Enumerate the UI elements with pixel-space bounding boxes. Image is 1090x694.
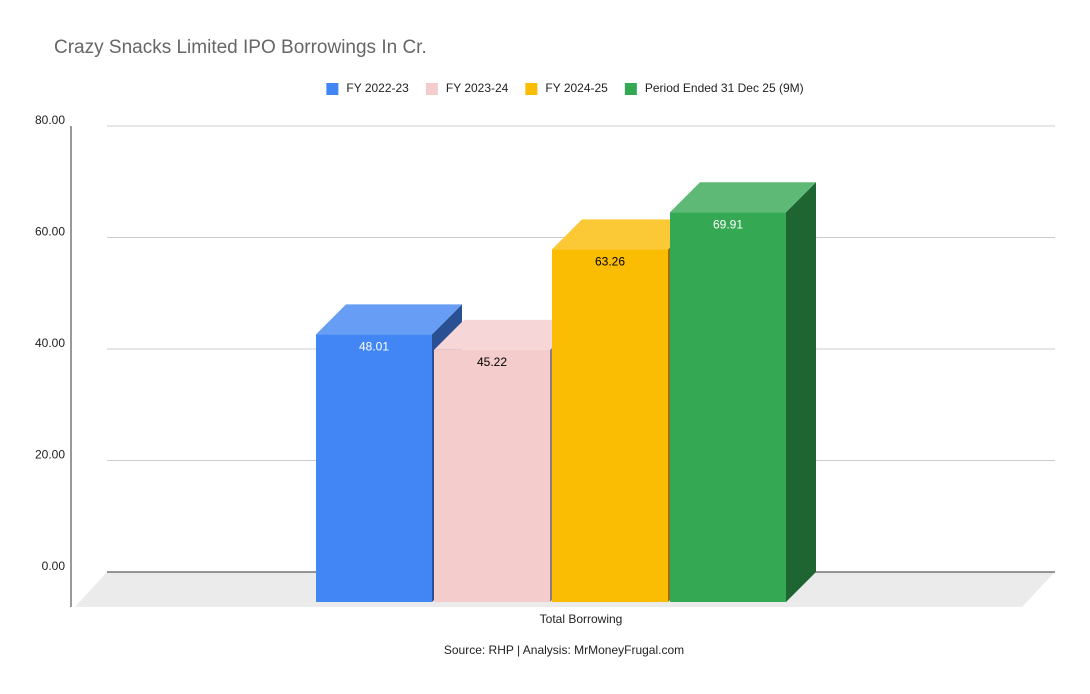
legend-swatch [525, 83, 538, 95]
legend-label: FY 2024-25 [545, 81, 608, 95]
bar [316, 334, 432, 602]
bar [552, 249, 668, 602]
legend-item: FY 2024-25 [525, 81, 608, 95]
bar-top [434, 319, 580, 350]
legend-item: Period Ended 31 Dec 25 (9M) [624, 81, 804, 95]
legend-item: FY 2023-24 [425, 81, 509, 95]
bar-top [316, 304, 462, 335]
legend: FY 2022-23 FY 2023-24 FY 2024-25 Period End… [326, 81, 804, 95]
data-label: 48.01 [359, 340, 389, 354]
legend-swatch [425, 83, 438, 95]
legend-label: FY 2022-23 [346, 81, 409, 95]
bar-top [670, 182, 816, 213]
bar [670, 212, 786, 602]
y-tick-label: 0.00 [42, 559, 66, 573]
data-label: 45.22 [477, 355, 507, 369]
bar-top [552, 219, 698, 250]
source-note: Source: RHP | Analysis: MrMoneyFrugal.co… [444, 643, 684, 657]
y-tick-label: 60.00 [35, 225, 65, 239]
x-tick-label: Total Borrowing [540, 612, 623, 626]
legend-label: Period Ended 31 Dec 25 (9M) [645, 81, 804, 95]
data-label: 63.26 [595, 254, 625, 268]
legend-swatch [326, 83, 339, 95]
legend-label: FY 2023-24 [446, 81, 509, 95]
y-tick-label: 80.00 [35, 113, 65, 127]
legend-swatch [624, 83, 637, 95]
data-label: 69.91 [713, 217, 743, 231]
bar [434, 349, 550, 602]
legend-item: FY 2022-23 [326, 81, 409, 95]
chart-title: Crazy Snacks Limited IPO Borrowings In C… [54, 37, 427, 58]
y-tick-label: 40.00 [35, 336, 65, 350]
bar-side [786, 182, 816, 602]
y-tick-label: 20.00 [35, 448, 65, 462]
